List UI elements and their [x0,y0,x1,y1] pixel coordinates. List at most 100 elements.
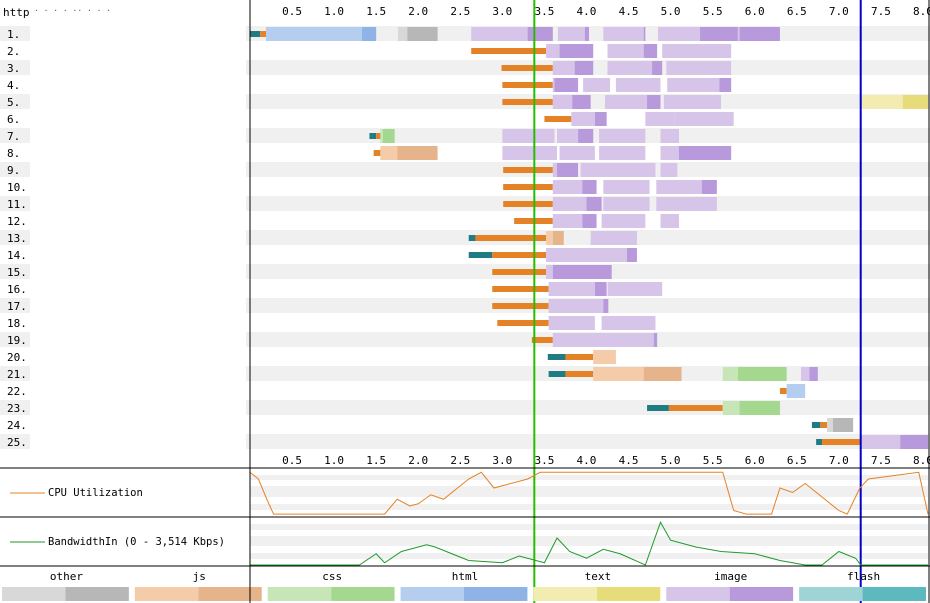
image-ttfb-bar [548,299,604,313]
url-label: 14. [7,249,27,262]
image-ttfb-bar [580,163,656,177]
x-tick-label: 6.5 [787,454,807,467]
dns-bar [468,252,493,258]
html-download-bar [361,27,377,41]
image-ttfb-bar [552,333,654,347]
header-label: http [3,6,30,19]
legend-label-text: text [585,570,612,583]
row-band [246,434,930,449]
x-tick-label: 3.5 [534,5,554,18]
js-download-bar [397,146,438,160]
html-ttfb-bar [265,27,362,41]
bandwidth-line [250,521,928,566]
cpu-utilization-panel: CPU Utilization [10,471,929,515]
legend-swatch-text-light [533,587,597,601]
image-download-bar [809,367,818,381]
x-tick-label: 2.0 [408,5,428,18]
image-ttfb-bar [657,27,701,41]
connect-bar [503,184,553,190]
css-ttfb-bar [380,129,383,143]
image-download-bar [582,214,597,228]
image-download-bar [594,112,607,126]
image-ttfb-bar [666,61,732,75]
legend-swatch-text-dark [596,587,661,601]
panel-band [250,553,928,559]
image-download-bar [603,299,609,313]
connect-bar [565,354,594,360]
url-label: 18. [7,317,27,330]
image-ttfb-bar [557,129,579,143]
image-download-bar [900,435,928,449]
js-download-bar [643,367,682,381]
image-download-bar [647,95,661,109]
image-ttfb-bar [660,146,680,160]
image-download-bar [594,282,607,296]
dns-bar [647,405,669,411]
row-band-label [0,162,30,177]
x-tick-label: 7.5 [871,5,891,18]
connect-bar [779,388,787,394]
image-download-bar [559,44,594,58]
connect-bar [502,82,553,88]
x-tick-label: 1.0 [324,454,344,467]
legend-label-flash: flash [847,570,880,583]
x-tick-labels-bottom: 0.5 1.0 1.5 2.0 2.5 3.0 3.5 4.0 4.5 5.0 5.5 6.0 6.5 7… [282,454,930,467]
image-ttfb-bar [583,78,611,92]
connect-bar [471,48,547,54]
image-ttfb-bar [615,78,661,92]
image-ttfb-bar [552,95,573,109]
x-tick-label: 6.0 [745,454,765,467]
x-tick-label: 8.0 [913,5,930,18]
image-download-bar [652,61,663,75]
image-ttfb-bar [546,44,560,58]
x-tick-label: 2.5 [450,454,470,467]
url-label: 5. [7,96,20,109]
x-tick-label: 0.5 [282,454,302,467]
connect-bar [373,150,381,156]
timing-markers [533,0,862,603]
cpu-series-label: CPU Utilization [48,487,143,499]
image-ttfb-bar [667,78,720,92]
row-band-label [0,230,30,245]
header-dots: · · · · ·· · · · [34,6,111,15]
dns-bar [816,439,823,445]
legend-swatch-js-dark [198,587,262,601]
image-download-bar [527,27,553,41]
image-download-bar [700,27,738,41]
image-ttfb-bar [800,367,810,381]
other-ttfb-bar [827,418,833,432]
image-download-bar [653,333,658,347]
x-tick-label: 7.0 [829,5,849,18]
image-ttfb-bar [601,214,646,228]
css-download-bar [382,129,395,143]
x-tick-label: 7.0 [829,454,849,467]
image-ttfb-bar [599,129,646,143]
image-ttfb-bar [662,44,732,58]
panel-band [250,504,928,510]
url-label: 2. [7,45,20,58]
js-ttfb-bar [593,367,644,381]
panel-band [250,486,928,497]
url-label: 25. [7,436,27,449]
text-download-bar [902,95,928,109]
x-tick-label: 4.5 [619,454,639,467]
image-ttfb-bar [546,265,553,279]
image-download-bar [557,163,579,177]
image-ttfb-bar [552,214,583,228]
connect-bar [492,303,549,309]
image-ttfb-bar [552,78,555,92]
x-tick-label: 5.0 [661,454,681,467]
js-ttfb-bar [380,146,398,160]
x-tick-labels-top: 0.5 1.0 1.5 2.0 2.5 3.0 3.5 4.0 4.5 5.0 5.5 6.0 6.5 7… [282,5,930,18]
bandwidth-series-label: BandwidthIn (0 - 3,514 Kbps) [48,536,225,548]
other-download-bar [407,27,438,41]
url-labels: 1. 2. 3. 4. 5. 6. 7. 8. 9. 10. 11. 12. 13. 14. 15. 16. 1… [7,28,27,449]
image-ttfb-bar [607,61,653,75]
connect-bar [531,337,553,343]
x-tick-label: 5.5 [703,5,723,18]
url-label: 20. [7,351,27,364]
image-ttfb-bar [552,197,587,211]
connect-bar [260,31,266,37]
dns-bar [468,235,476,241]
